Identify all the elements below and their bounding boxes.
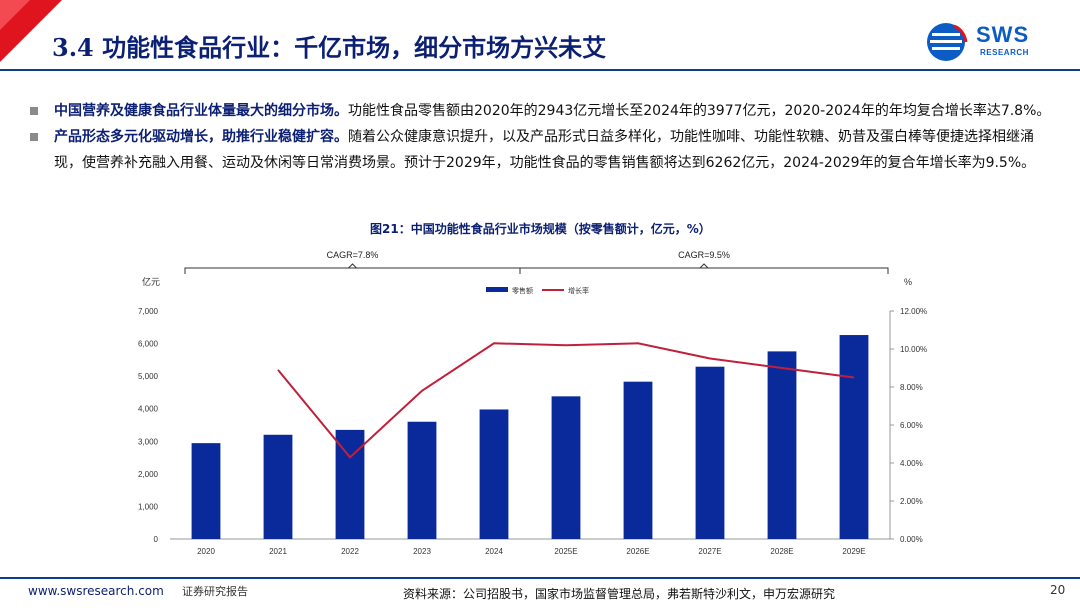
- x-tick-label: 2029E: [842, 547, 865, 556]
- legend-swatch-retail-sales: [486, 287, 508, 292]
- logo-subtext: RESEARCH: [980, 48, 1029, 57]
- x-tick-label: 2021: [269, 547, 287, 556]
- legend-label-retail-sales: 零售额: [512, 286, 533, 295]
- page-number: 20: [1050, 583, 1066, 597]
- y-tick-left: 2,000: [138, 470, 159, 479]
- bar-retail-sales: [263, 434, 293, 539]
- y-tick-right: 4.00%: [900, 459, 923, 468]
- bar-retail-sales: [479, 409, 509, 539]
- bar-retail-sales: [695, 366, 725, 539]
- x-tick-label: 2025E: [554, 547, 577, 556]
- data-source-note: 资料来源：公司招股书，国家市场监督管理总局，弗若斯特沙利文，申万宏源研究: [403, 587, 836, 601]
- x-tick-label: 2020: [197, 547, 215, 556]
- y-tick-left: 6,000: [138, 340, 159, 349]
- y-tick-left: 7,000: [138, 307, 159, 316]
- bullet-lead: 产品形态多元化驱动增长，助推行业稳健扩容。: [54, 129, 348, 145]
- bullet-list: 中国营养及健康食品行业体量最大的细分市场。功能性食品零售额由2020年的2943…: [28, 98, 1058, 176]
- bullet-item-2: 产品形态多元化驱动增长，助推行业稳健扩容。随着公众健康意识提升，以及产品形式日益…: [28, 124, 1058, 176]
- y-tick-left: 1,000: [138, 502, 159, 511]
- y-tick-right: 6.00%: [900, 421, 923, 430]
- globe-icon: [927, 23, 968, 61]
- cagr-2024-2029-label: CAGR=9.5%: [678, 250, 730, 260]
- y-tick-right: 10.00%: [900, 345, 927, 354]
- page-title: 3.4 功能性食品行业：千亿市场，细分市场方兴未艾: [52, 33, 607, 62]
- growth-rate-line: [277, 342, 855, 459]
- x-tick-label: 2022: [341, 547, 359, 556]
- cagr-2024-2029-bracket: [519, 267, 889, 274]
- y-tick-right: 8.00%: [900, 383, 923, 392]
- y-tick-left: 3,000: [138, 437, 159, 446]
- y-tick-right: 0.00%: [900, 535, 923, 544]
- footer-label: 证券研究报告: [182, 585, 248, 598]
- x-tick-label: 2024: [485, 547, 503, 556]
- cagr-2020-2024-label: CAGR=7.8%: [327, 250, 379, 260]
- header-band: [0, 0, 1080, 71]
- logo-wordmark: SWS: [976, 22, 1030, 47]
- y-tick-left: 5,000: [138, 372, 159, 381]
- y-tick-left: 4,000: [138, 405, 159, 414]
- bullet-body: 功能性食品零售额由2020年的2943亿元增长至2024年的3977亿元，202…: [348, 103, 1051, 119]
- bar-retail-sales: [839, 335, 869, 539]
- bullet-square-icon: [30, 133, 38, 141]
- x-tick-label: 2028E: [770, 547, 793, 556]
- bullet-lead: 中国营养及健康食品行业体量最大的细分市场。: [54, 103, 348, 119]
- y-axis-left-title: 亿元: [142, 276, 160, 287]
- footer-url-link[interactable]: www.swsresearch.com: [28, 584, 164, 598]
- cagr-2020-2024-bracket: [184, 267, 521, 274]
- bar-retail-sales: [767, 351, 797, 539]
- bullet-item-1: 中国营养及健康食品行业体量最大的细分市场。功能性食品零售额由2020年的2943…: [28, 98, 1058, 124]
- y-tick-left: 0: [154, 535, 159, 544]
- x-tick-label: 2026E: [626, 547, 649, 556]
- bar-retail-sales: [191, 443, 221, 539]
- bar-retail-sales: [623, 381, 653, 539]
- bullet-square-icon: [30, 107, 38, 115]
- bullet-body: 随着公众健康意识提升，以及产品形式日益多样化，功能性咖啡、功能性软糖、奶昔及蛋白…: [54, 129, 1036, 171]
- x-tick-label: 2027E: [698, 547, 721, 556]
- sws-logo: SWS RESEARCH: [924, 20, 1058, 64]
- legend-label-growth-rate: 增长率: [568, 286, 589, 295]
- figure-title: 图21：中国功能性食品行业市场规模（按零售额计，亿元，%）: [370, 222, 711, 236]
- bar-retail-sales: [407, 421, 437, 539]
- y-tick-right: 2.00%: [900, 497, 923, 506]
- footer-divider: [0, 577, 1080, 579]
- bar-retail-sales: [551, 396, 581, 539]
- x-tick-label: 2023: [413, 547, 431, 556]
- cagr-2020-2024-bracket-tip: [348, 263, 357, 269]
- y-axis-right-title: %: [904, 277, 912, 287]
- y-tick-right: 12.00%: [900, 307, 927, 316]
- cagr-2024-2029-bracket-tip: [699, 263, 709, 269]
- market-size-chart: CAGR=7.8% CAGR=9.5% 亿元 % 0 1,000 2,000 3,000 4,0…: [138, 250, 927, 556]
